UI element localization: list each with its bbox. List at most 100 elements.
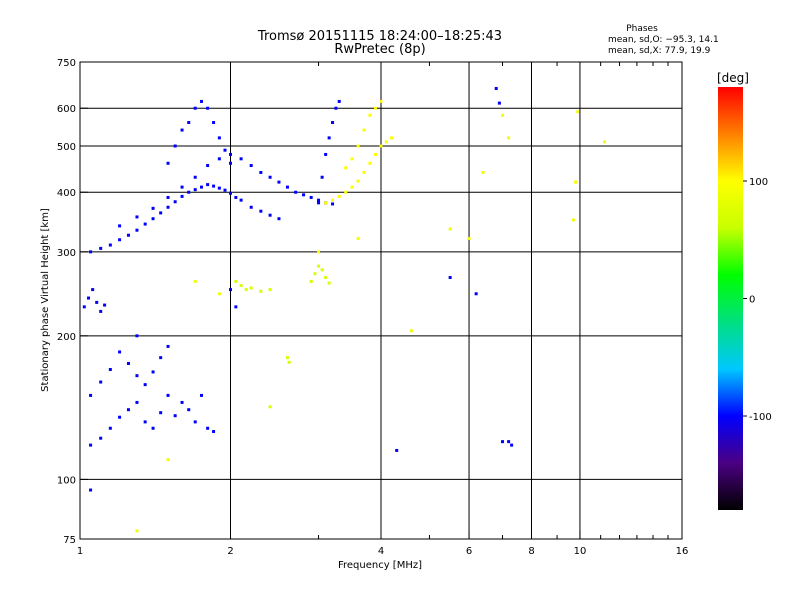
data-point — [317, 201, 321, 205]
x-tick-label: 16 — [676, 546, 689, 557]
data-point — [379, 99, 383, 103]
colorbar-ticks: -100 0 100 — [743, 177, 772, 423]
data-point — [187, 190, 191, 194]
data-point — [576, 110, 580, 114]
data-point — [327, 136, 331, 140]
data-point — [374, 152, 378, 156]
data-point — [362, 128, 366, 132]
data-point — [356, 179, 360, 183]
data-point — [89, 250, 93, 254]
data-point — [229, 288, 232, 292]
y-tick-label: 750 — [57, 58, 76, 69]
data-point — [89, 443, 93, 447]
data-point — [166, 161, 170, 165]
data-point — [379, 144, 383, 148]
data-point — [334, 106, 338, 110]
data-point — [259, 170, 263, 174]
data-point — [259, 209, 263, 213]
data-point — [206, 106, 210, 110]
data-point — [159, 356, 163, 360]
data-point — [223, 148, 227, 152]
x-tick-label: 4 — [378, 546, 384, 557]
data-point — [180, 185, 184, 189]
data-point — [268, 175, 272, 179]
data-point — [180, 400, 184, 404]
data-point — [108, 367, 112, 371]
data-point — [217, 186, 221, 190]
data-point — [239, 283, 243, 287]
data-point — [193, 188, 197, 192]
data-point — [344, 166, 348, 170]
data-point — [268, 288, 272, 292]
data-point — [313, 272, 317, 276]
data-point — [374, 106, 378, 110]
data-point — [217, 292, 221, 296]
x-axis-ticks: 1 2 4 6 8 10 16 — [77, 62, 689, 557]
data-point — [118, 350, 122, 354]
data-point — [244, 288, 248, 292]
data-point — [206, 426, 210, 430]
data-point — [302, 193, 306, 197]
chart-subtitle: RwPretec (8p) — [334, 42, 425, 57]
data-point — [277, 217, 281, 221]
colorbar-tick-label: 100 — [749, 177, 768, 188]
data-point — [362, 170, 366, 174]
data-point — [126, 361, 130, 365]
y-tick-label: 600 — [57, 104, 76, 115]
data-point — [118, 224, 122, 228]
data-point — [368, 161, 372, 165]
data-point — [200, 393, 204, 397]
data-point — [173, 200, 177, 204]
data-point — [259, 289, 263, 293]
y-tick-label: 200 — [57, 332, 76, 343]
data-points — [82, 86, 607, 533]
data-point — [395, 448, 399, 452]
data-point — [166, 393, 170, 397]
data-point — [309, 279, 313, 283]
data-point — [108, 426, 112, 430]
data-point — [143, 222, 147, 226]
x-tick-label: 2 — [227, 546, 233, 557]
data-point — [268, 405, 272, 409]
phase-x-stats: mean, sd,X: 77.9, 19.9 — [608, 46, 711, 56]
data-point — [173, 414, 177, 418]
data-point — [200, 185, 204, 189]
data-point — [159, 411, 163, 415]
data-point — [151, 426, 155, 430]
data-point — [206, 183, 210, 187]
data-point — [384, 140, 388, 144]
data-point — [229, 152, 232, 156]
phase-o-stats: mean, sd,O: −95.3, 14.1 — [608, 35, 719, 45]
colorbar-label: [deg] — [717, 71, 749, 85]
data-point — [320, 268, 324, 272]
data-point — [249, 205, 253, 209]
data-point — [212, 121, 216, 125]
data-point — [317, 198, 321, 202]
data-point — [294, 190, 298, 194]
grid-lines — [80, 62, 682, 539]
data-point — [324, 276, 328, 280]
data-point — [337, 99, 341, 103]
data-point — [118, 415, 122, 419]
data-point — [507, 136, 511, 140]
data-point — [89, 488, 93, 492]
data-point — [193, 175, 197, 179]
data-point — [268, 213, 272, 217]
data-point — [187, 121, 191, 125]
data-point — [501, 113, 505, 117]
data-point — [344, 190, 348, 194]
data-point — [494, 86, 498, 90]
data-point — [448, 227, 452, 231]
data-point — [166, 195, 170, 199]
data-point — [510, 443, 514, 447]
data-point — [87, 296, 91, 300]
x-axis-label: Frequency [MHz] — [338, 560, 422, 571]
data-point — [234, 195, 238, 199]
data-point — [135, 215, 139, 219]
y-axis-label: Stationary phase Virtual Height [km] — [40, 208, 51, 392]
x-tick-label: 6 — [466, 546, 472, 557]
data-point — [223, 188, 227, 192]
data-point — [99, 436, 103, 440]
data-point — [187, 408, 191, 412]
